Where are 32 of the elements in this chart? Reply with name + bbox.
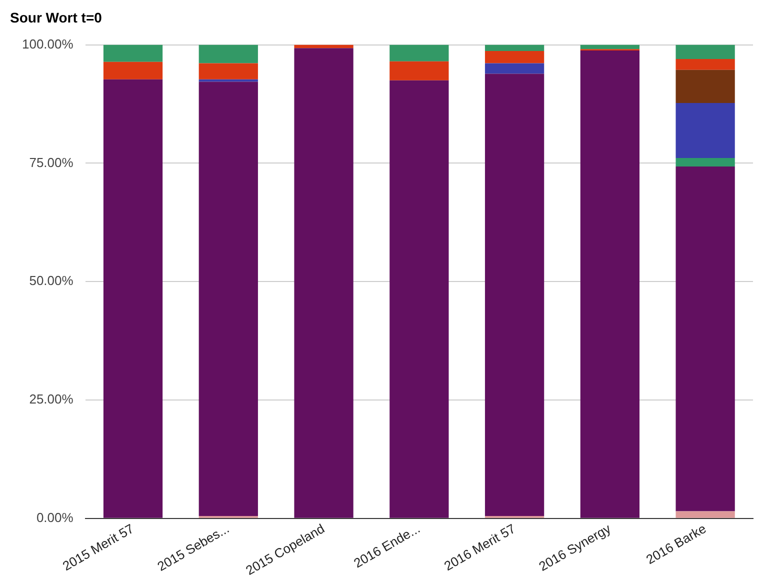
bar	[294, 48, 354, 518]
x-tick-label: 2016 Ende...	[351, 520, 422, 571]
bar	[676, 158, 735, 167]
y-tick-label: 25.00%	[29, 392, 74, 407]
bar	[484, 50, 544, 64]
chart-title: Sour Wort t=0	[10, 9, 102, 26]
bar	[484, 44, 544, 51]
bar	[676, 59, 735, 70]
bar	[580, 44, 640, 50]
bar	[294, 44, 354, 48]
bar	[198, 63, 258, 80]
bar	[390, 61, 449, 80]
bar	[103, 79, 163, 518]
bar	[390, 80, 449, 518]
bar	[676, 70, 735, 104]
y-tick-label: 75.00%	[29, 154, 74, 170]
bar	[676, 44, 735, 60]
bar	[198, 82, 258, 516]
y-tick-label: 50.00%	[29, 273, 74, 288]
bar	[103, 62, 163, 80]
bar	[198, 44, 258, 64]
bar	[103, 44, 163, 62]
y-tick-label: 100.00%	[22, 36, 74, 52]
x-tick-label: 2016 Merit 57	[441, 520, 518, 574]
bar	[676, 511, 735, 518]
bar	[484, 63, 544, 74]
bar	[676, 103, 735, 158]
bar	[484, 74, 544, 516]
bar	[390, 44, 449, 62]
bar	[580, 50, 640, 518]
bar	[676, 166, 735, 512]
x-tick-label: 2016 Barke	[644, 520, 709, 568]
